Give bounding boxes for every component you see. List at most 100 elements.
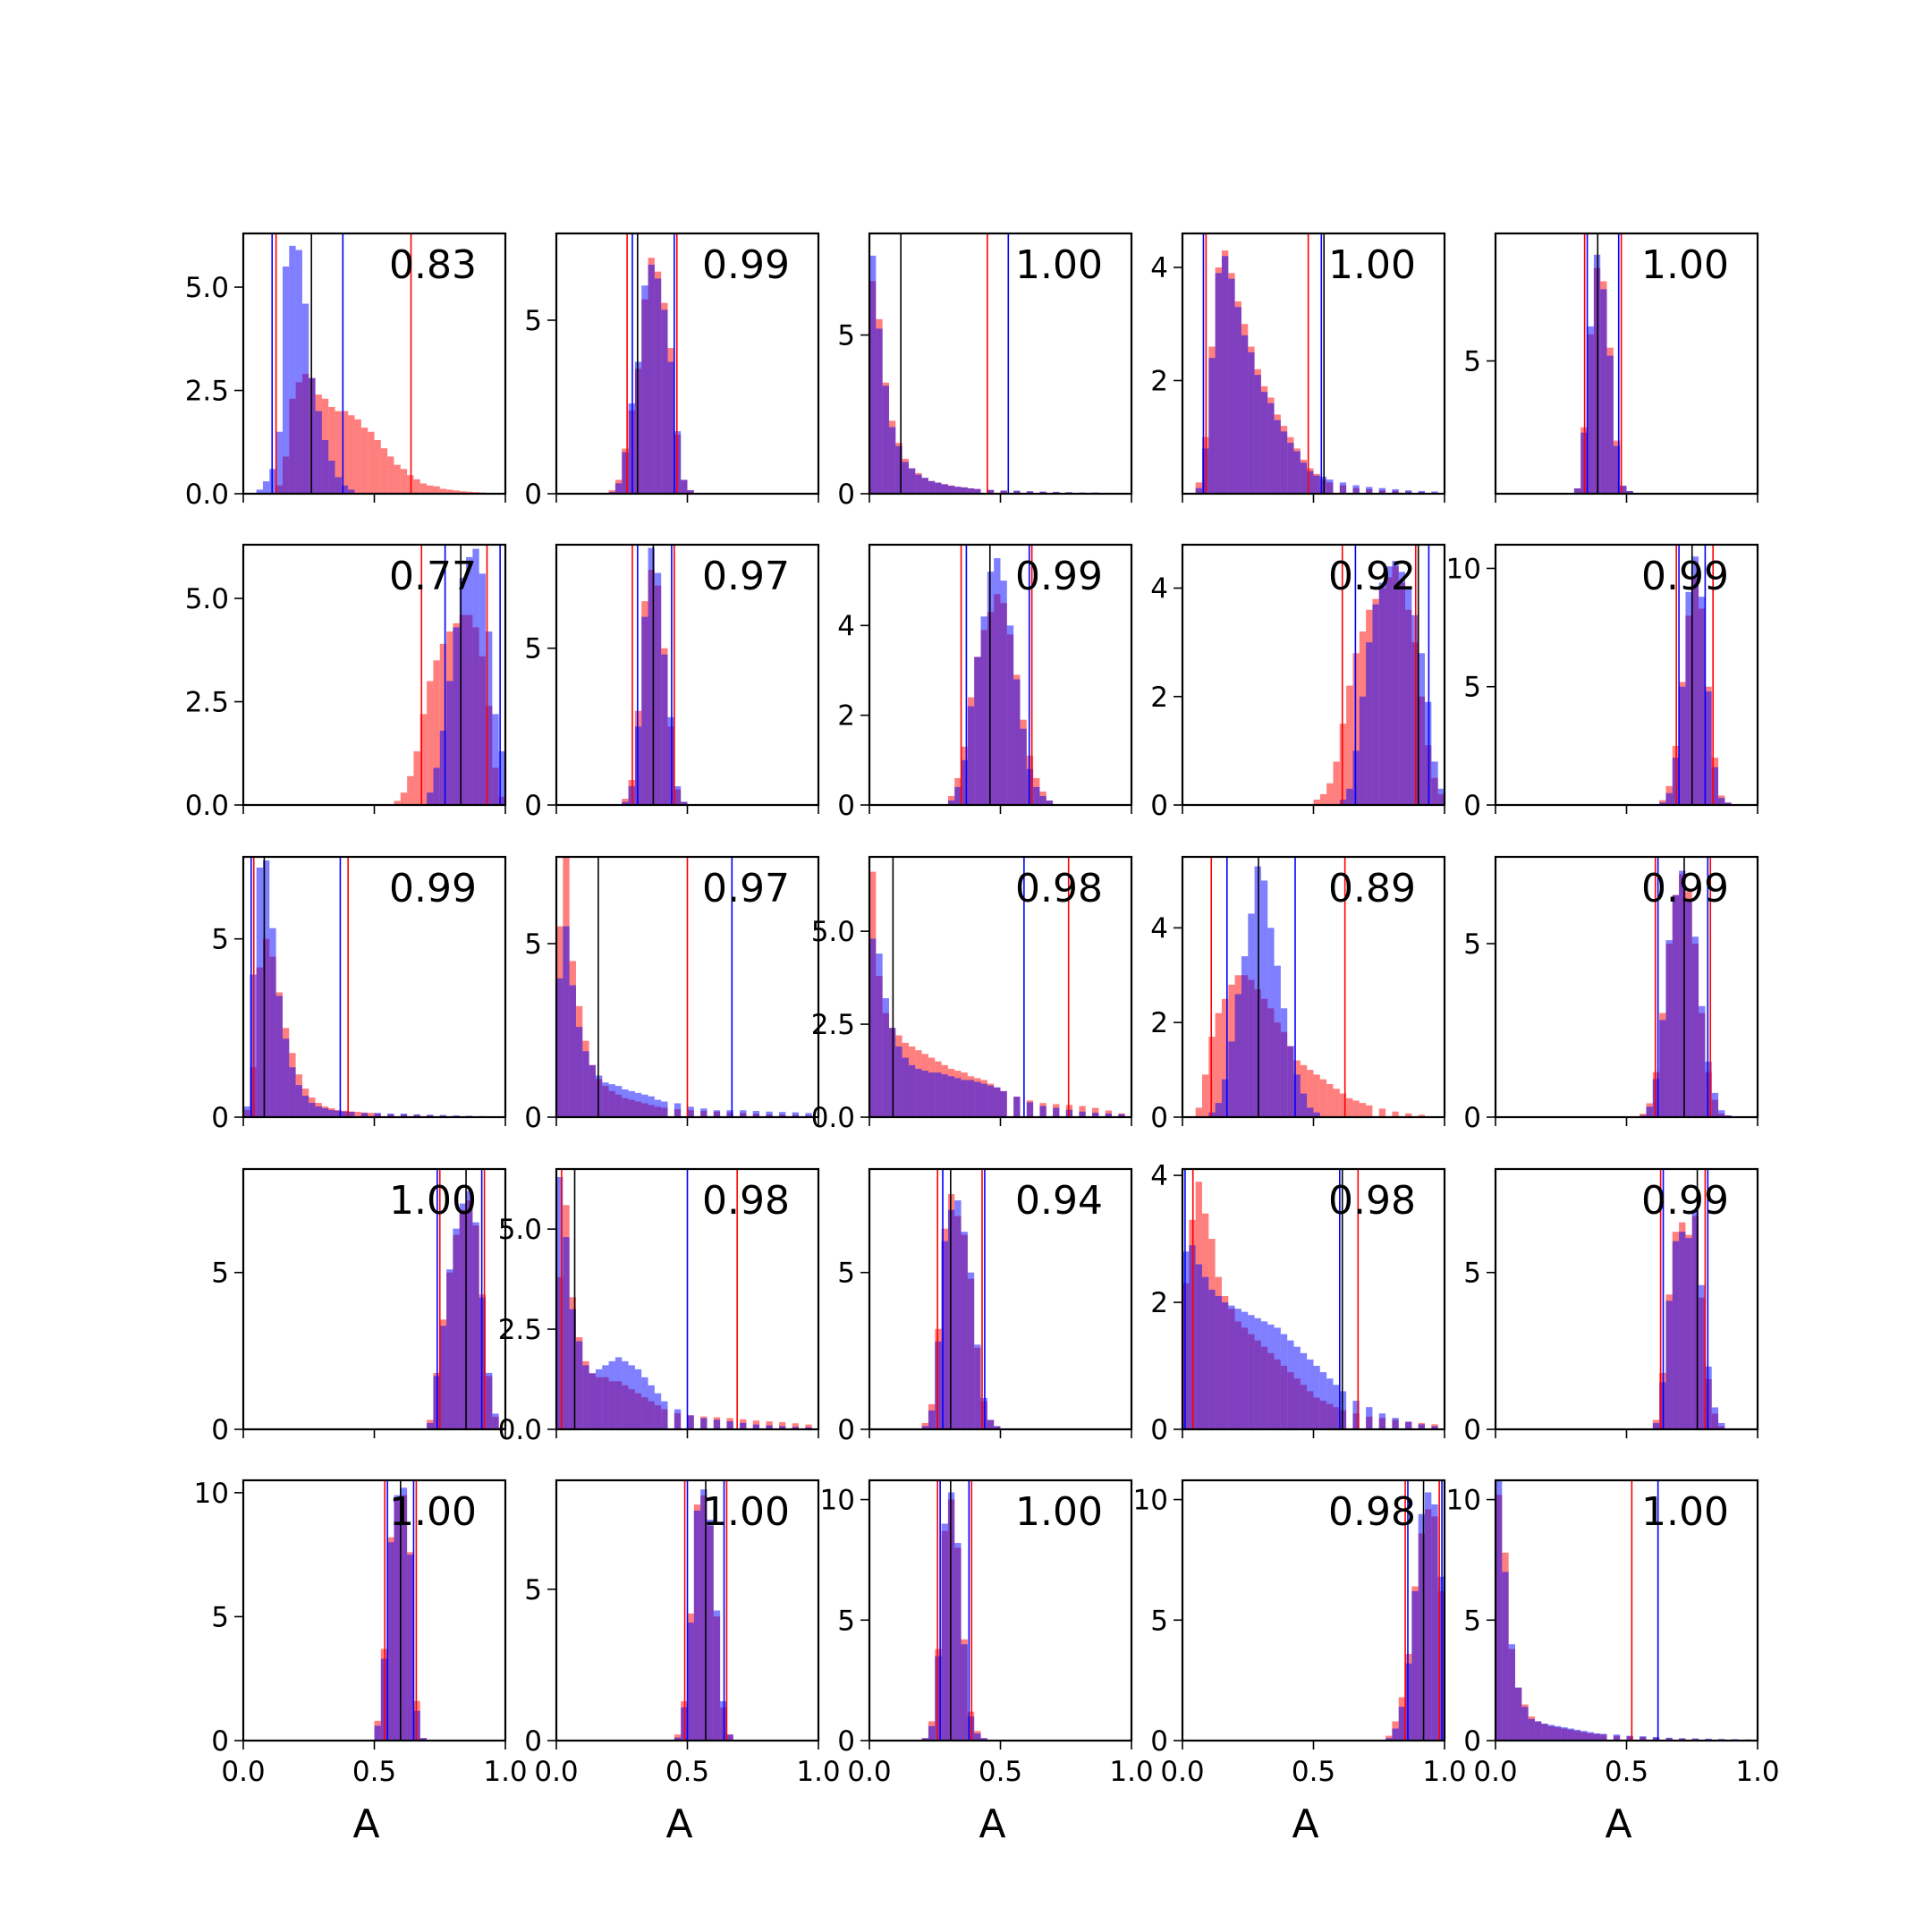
- histogram-bar-red: [348, 415, 355, 494]
- histogram-bar-blue: [486, 631, 493, 805]
- histogram-bar-blue: [1418, 1424, 1426, 1429]
- histogram-bar-blue: [556, 1176, 564, 1429]
- histogram-bar-blue: [961, 1644, 968, 1741]
- histogram-bar-red: [1378, 1108, 1386, 1117]
- histogram-bar-red: [1319, 1079, 1327, 1117]
- histogram-bar-red: [368, 431, 375, 494]
- histogram-bar-blue: [315, 1106, 322, 1117]
- histogram-bar-blue: [1287, 1046, 1294, 1117]
- plot-area: [1659, 545, 1732, 805]
- histogram-bar-blue: [1195, 1264, 1202, 1429]
- histogram-bar-blue: [687, 1415, 694, 1429]
- histogram-bar-blue: [947, 800, 955, 805]
- histogram-bar-blue: [667, 361, 674, 494]
- histogram-bar-blue: [1554, 1725, 1562, 1741]
- y-tick-label: 2.5: [811, 1009, 855, 1041]
- histogram-bar-red: [374, 439, 381, 494]
- histogram-bar-blue: [439, 1114, 447, 1117]
- histogram-bar-blue: [1000, 580, 1007, 805]
- histogram-bar-blue: [1567, 1728, 1574, 1741]
- histogram-bar-red: [446, 489, 453, 494]
- histogram-bar-blue: [674, 1737, 682, 1741]
- histogram-bar-blue: [895, 445, 902, 494]
- histogram-bar-red: [387, 456, 394, 494]
- y-tick-label: 0: [1463, 1102, 1481, 1134]
- x-tick-label: 0.0: [1160, 1756, 1204, 1788]
- histogram-bar-red: [439, 488, 447, 494]
- subplot-r1c0: 0.0 2.5 5.0 0.77: [185, 543, 507, 822]
- histogram-bar-blue: [1313, 1366, 1320, 1429]
- histogram-bar-blue: [648, 264, 655, 494]
- x-tick-label: 0.0: [847, 1756, 891, 1788]
- histogram-bar-red: [1092, 1107, 1099, 1117]
- histogram-bar-blue: [602, 1365, 609, 1429]
- histogram-bar-blue: [1580, 1731, 1588, 1741]
- histogram-bar-blue: [792, 1427, 800, 1429]
- histogram-bar-red: [354, 1112, 361, 1117]
- histogram-bar-blue: [915, 474, 922, 494]
- histogram-bar-blue: [427, 1114, 434, 1117]
- y-tick-label: 0: [211, 1414, 229, 1446]
- histogram-bar-red: [1326, 783, 1334, 805]
- subplot-r3c1: 0.0 2.5 5.0 0.98: [498, 1167, 820, 1446]
- histogram-bar-blue: [1307, 1107, 1314, 1117]
- histogram-bar-red: [328, 407, 335, 494]
- histogram-bar-blue: [935, 482, 942, 494]
- y-tick-label: 0.0: [185, 479, 229, 511]
- histogram-bar-blue: [453, 627, 460, 805]
- histogram-bar-blue: [1234, 307, 1241, 494]
- histogram-bar-blue: [1228, 278, 1235, 494]
- histogram-bar-blue: [569, 1309, 576, 1429]
- y-tick-label: 2.5: [185, 376, 229, 408]
- histogram-bar-blue: [921, 1071, 928, 1117]
- subplot-annotation: 1.00: [1641, 1489, 1729, 1535]
- histogram-bar-blue: [869, 255, 877, 494]
- histogram-bar-blue: [805, 1113, 812, 1117]
- histogram-bar-blue: [876, 953, 883, 1117]
- subplot-annotation: 0.98: [702, 1178, 790, 1224]
- x-tick-label: 0.0: [1473, 1756, 1517, 1788]
- histogram-bar-blue: [446, 681, 453, 805]
- subplot-r3c4: 050.99: [1463, 1167, 1759, 1446]
- histogram-bar-red: [360, 428, 369, 494]
- histogram-bar-red: [779, 1421, 786, 1429]
- histogram-bar-blue: [439, 730, 447, 805]
- histogram-bar-blue: [1405, 490, 1412, 494]
- x-tick-label: 0.5: [979, 1756, 1022, 1788]
- histogram-bar-blue: [1547, 1724, 1555, 1741]
- histogram-bar-blue: [1679, 1738, 1686, 1741]
- histogram-bar-blue: [902, 462, 909, 494]
- x-axis-label: A: [1292, 1801, 1318, 1847]
- histogram-bar-red: [921, 1422, 928, 1429]
- x-axis-label: A: [352, 1801, 379, 1847]
- histogram-bar-blue: [1313, 1112, 1320, 1117]
- x-tick-label: 1.0: [796, 1756, 840, 1788]
- histogram-bar-blue: [1339, 482, 1347, 494]
- histogram-bar-blue: [961, 487, 968, 494]
- subplot-r3c3: 0 2 4 0.98: [1150, 1160, 1446, 1446]
- histogram-bar-blue: [453, 1228, 460, 1429]
- histogram-bar-blue: [1587, 1732, 1594, 1741]
- histogram-bar-blue: [634, 1092, 642, 1117]
- histogram-bar-blue: [713, 1610, 721, 1741]
- histogram-bar-blue: [1587, 326, 1594, 494]
- histogram-bar-blue: [374, 1113, 381, 1117]
- histogram-bar-blue: [1659, 802, 1666, 805]
- histogram-bar-blue: [713, 1110, 721, 1117]
- histogram-bar-blue: [974, 1344, 981, 1429]
- histogram-bar-blue: [472, 1222, 479, 1429]
- histogram-bar-red: [1333, 1089, 1340, 1117]
- histogram-bar-red: [407, 775, 414, 805]
- y-tick-label: 0: [211, 1102, 229, 1134]
- histogram-bar-blue: [387, 1114, 394, 1117]
- histogram-bar-blue: [634, 1368, 642, 1429]
- histogram-bar-blue: [301, 1096, 309, 1117]
- histogram-bar-blue: [1026, 1102, 1034, 1117]
- histogram-bar-red: [400, 792, 408, 805]
- histogram-bar-blue: [994, 1087, 1001, 1117]
- y-tick-label: 5.0: [185, 272, 229, 304]
- histogram-bar-blue: [941, 1523, 948, 1741]
- histogram-bar-blue: [1378, 582, 1386, 805]
